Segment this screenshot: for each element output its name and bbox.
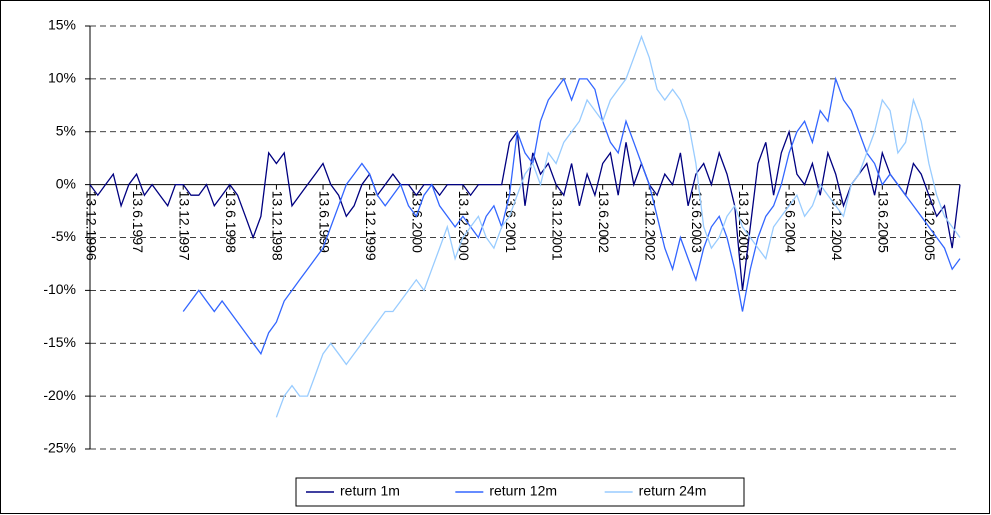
x-tick-label: 13.12.2005	[922, 191, 938, 261]
x-tick-label: 13.12.2001	[549, 191, 565, 261]
legend-label: return 1m	[340, 483, 400, 499]
x-tick-label: 13.12.1998	[270, 191, 286, 261]
series-line	[89, 129, 961, 291]
x-tick-label: 13.6.1997	[130, 191, 146, 253]
y-tick-label: 10%	[48, 70, 76, 86]
y-tick-label: 0%	[56, 175, 76, 191]
y-tick-label: -10%	[43, 281, 76, 297]
x-tick-label: 13.6.2004	[782, 191, 798, 253]
y-tick-label: 5%	[56, 122, 76, 138]
x-tick-label: 13.12.1997	[177, 191, 193, 261]
x-tick-label: 13.6.2005	[876, 191, 892, 253]
x-tick-label: 13.6.2002	[596, 191, 612, 253]
x-tick-label: 13.12.1999	[363, 191, 379, 261]
y-tick-label: -20%	[43, 387, 76, 403]
series-line	[275, 34, 961, 418]
y-tick-label: -25%	[43, 440, 76, 456]
legend-label: return 24m	[639, 483, 707, 499]
x-tick-label: 13.12.2004	[829, 191, 845, 261]
y-tick-label: -15%	[43, 334, 76, 350]
legend: return 1m return 12m return 24m	[295, 477, 745, 507]
x-tick-label: 13.12.2002	[643, 191, 659, 261]
x-tick-label: 13.6.1999	[316, 191, 332, 253]
x-tick-label: 13.6.1998	[223, 191, 239, 253]
y-tick-label: 15%	[48, 17, 76, 33]
legend-label: return 12m	[489, 483, 557, 499]
x-tick-label: 13.6.2000	[410, 191, 426, 253]
legend-box	[295, 477, 745, 507]
y-tick-label: -5%	[51, 228, 76, 244]
series-line	[182, 76, 961, 356]
x-tick-label: 13.12.1996	[83, 191, 99, 261]
